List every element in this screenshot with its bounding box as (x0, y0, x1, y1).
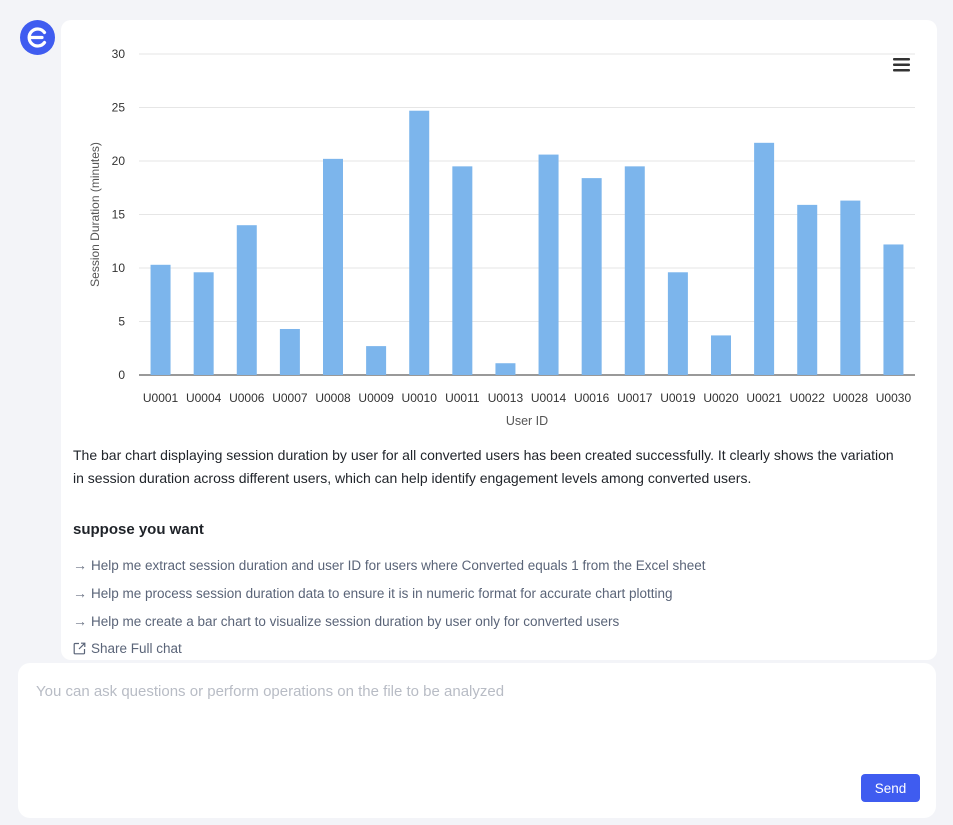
y-tick-label: 5 (118, 315, 125, 329)
assistant-avatar (20, 20, 55, 55)
x-tick-label: U0022 (790, 391, 826, 405)
x-tick-label: U0007 (272, 391, 308, 405)
suggestion-item[interactable]: → Help me process session duration data … (73, 585, 673, 601)
x-axis-title: User ID (506, 414, 548, 428)
x-tick-label: U0014 (531, 391, 567, 405)
bar (409, 110, 430, 376)
external-link-icon (73, 642, 86, 655)
x-tick-label: U0030 (876, 391, 912, 405)
send-button[interactable]: Send (861, 774, 920, 802)
x-tick-label: U0019 (660, 391, 696, 405)
x-tick-label: U0020 (703, 391, 739, 405)
arrow-right-icon: → (73, 613, 87, 629)
bar (538, 154, 559, 375)
bar (495, 363, 516, 375)
x-tick-label: U0004 (186, 391, 222, 405)
x-tick-label: U0016 (574, 391, 610, 405)
bar (150, 264, 171, 375)
y-tick-label: 20 (112, 154, 126, 168)
chat-input-box: Send (18, 663, 936, 818)
share-full-chat-link[interactable]: Share Full chat (73, 641, 182, 656)
hamburger-menu-icon[interactable] (891, 56, 913, 74)
x-tick-label: U0010 (402, 391, 438, 405)
bar (236, 225, 257, 375)
x-tick-label: U0006 (229, 391, 265, 405)
arrow-right-icon: → (73, 585, 87, 601)
x-tick-label: U0021 (746, 391, 782, 405)
chart-summary-text: The bar chart displaying session duratio… (73, 447, 894, 486)
suggestion-label: Help me process session duration data to… (91, 585, 673, 601)
x-tick-label: U0001 (143, 391, 179, 405)
y-tick-label: 10 (112, 261, 126, 275)
bar (581, 178, 602, 375)
bar (754, 142, 775, 375)
x-tick-label: U0013 (488, 391, 524, 405)
x-tick-label: U0017 (617, 391, 653, 405)
y-tick-label: 0 (118, 368, 125, 382)
arrow-right-icon: → (73, 557, 87, 573)
bar (452, 166, 473, 375)
assistant-message-card: 0 5 10 15 20 25 30 U0001 U0004 U0006 U0007 U0008 U00… (61, 20, 937, 660)
bar (840, 200, 861, 375)
bar (279, 328, 300, 375)
bar (323, 158, 343, 375)
suggestion-label: Help me extract session duration and use… (91, 557, 706, 573)
bar (193, 272, 214, 375)
bar (667, 272, 688, 375)
suggestion-label: Help me create a bar chart to visualize … (91, 613, 620, 629)
bar-chart: 0 5 10 15 20 25 30 U0001 U0004 U0006 U0007 U0008 U00… (61, 20, 937, 450)
e-logo-icon (20, 20, 55, 55)
y-axis-title: Session Duration (minutes) (88, 142, 102, 287)
bar (711, 335, 731, 375)
bar (624, 166, 645, 375)
share-label: Share Full chat (91, 641, 182, 656)
x-tick-label: U0009 (358, 391, 394, 405)
y-tick-label: 25 (112, 101, 126, 115)
x-tick-label: U0011 (445, 391, 480, 405)
x-tick-label: U0008 (315, 391, 351, 405)
suggestion-item[interactable]: → Help me create a bar chart to visualiz… (73, 613, 619, 629)
bar (883, 244, 904, 375)
suggestion-item[interactable]: → Help me extract session duration and u… (73, 557, 706, 573)
bar (797, 204, 818, 375)
y-tick-label: 15 (112, 208, 126, 222)
bar (366, 346, 387, 375)
suggestions-title: suppose you want (73, 521, 204, 538)
chat-input[interactable] (36, 683, 916, 773)
x-tick-label: U0028 (833, 391, 869, 405)
bar-chart-svg: 0 5 10 15 20 25 30 U0001 U0004 U0006 U0007 U0008 U00… (88, 47, 915, 428)
y-tick-label: 30 (112, 47, 126, 61)
